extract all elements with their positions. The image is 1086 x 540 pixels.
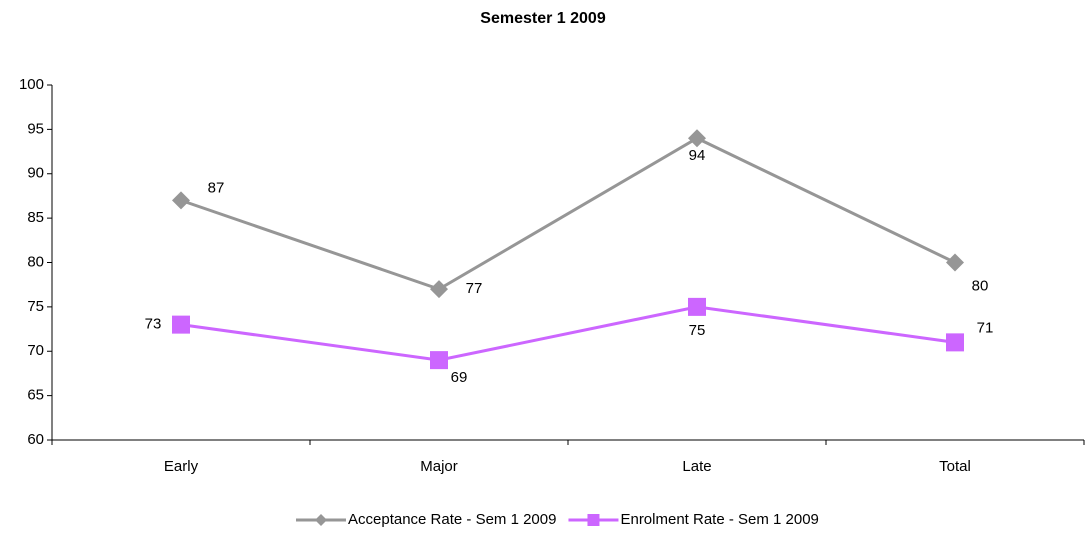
point (172, 191, 190, 210)
y-tick-label: 80 (27, 253, 44, 270)
point (688, 129, 706, 148)
data-label: 87 (208, 179, 225, 196)
y-tick-label: 95 (27, 120, 44, 137)
y-tick-label: 100 (19, 76, 44, 93)
data-label: 94 (689, 147, 706, 164)
data-label: 80 (972, 277, 989, 294)
y-tick-label: 60 (27, 431, 44, 448)
x-tick-label: Early (164, 458, 199, 475)
point (430, 351, 448, 370)
data-label: 73 (145, 316, 162, 333)
legend-marker (315, 514, 327, 526)
legend-label: Acceptance Rate - Sem 1 2009 (348, 511, 556, 528)
legend-marker (587, 514, 600, 526)
x-tick-label: Late (682, 458, 711, 475)
data-label: 75 (689, 322, 706, 339)
chart-title: Semester 1 2009 (480, 10, 606, 27)
point (430, 280, 448, 299)
x-tick-label: Major (420, 458, 458, 475)
x-tick-label: Total (939, 458, 971, 475)
y-tick-label: 85 (27, 209, 44, 226)
y-tick-label: 90 (27, 165, 44, 182)
data-label: 77 (466, 280, 483, 297)
point (946, 333, 964, 352)
legend-label: Enrolment Rate - Sem 1 2009 (620, 511, 818, 528)
y-tick-label: 75 (27, 298, 44, 315)
data-label: 69 (451, 369, 468, 386)
point (946, 253, 964, 272)
series-line (180, 136, 956, 291)
point (172, 315, 190, 334)
series-line (180, 305, 956, 362)
y-tick-label: 70 (27, 342, 44, 359)
point (688, 297, 706, 316)
data-label: 71 (977, 319, 994, 336)
y-tick-label: 65 (27, 387, 44, 404)
